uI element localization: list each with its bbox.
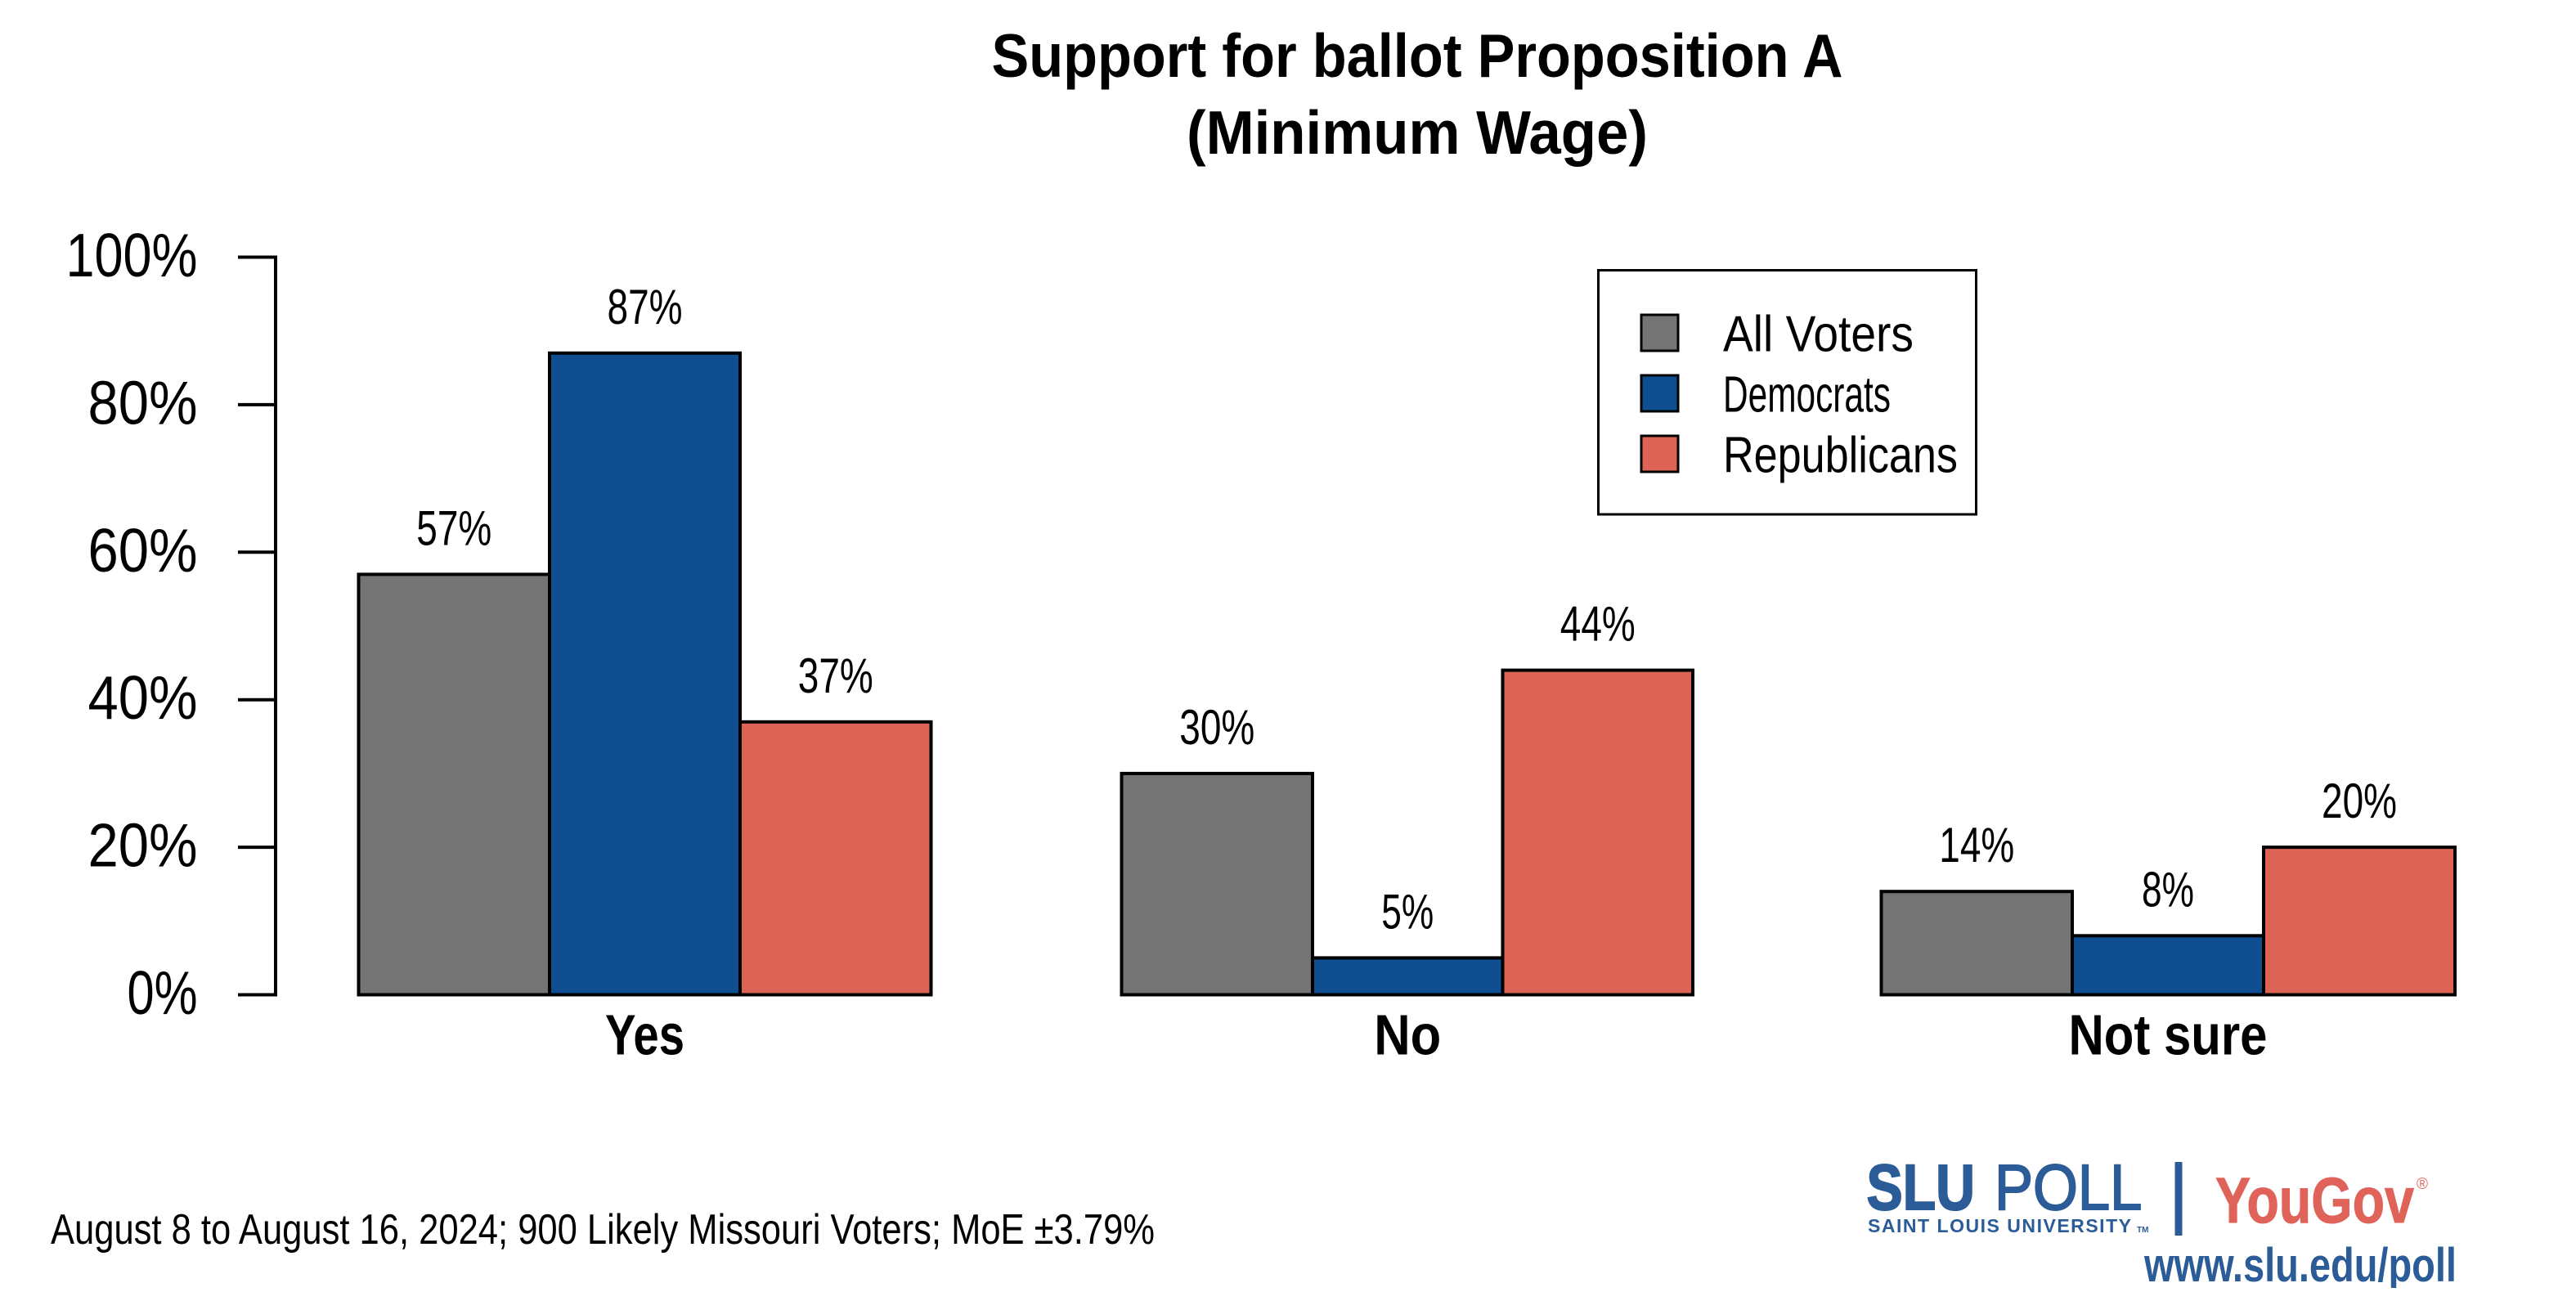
svg-text:100%: 100% xyxy=(66,221,198,289)
svg-text:YouGov: YouGov xyxy=(2215,1164,2414,1236)
svg-text:Republicans: Republicans xyxy=(1723,428,1958,484)
svg-text:8%: 8% xyxy=(2142,862,2194,917)
svg-text:No: No xyxy=(1374,1003,1441,1066)
svg-text:40%: 40% xyxy=(88,663,198,732)
svg-text:80%: 80% xyxy=(88,368,198,437)
svg-text:®: ® xyxy=(2417,1176,2428,1193)
svg-text:57%: 57% xyxy=(416,500,491,555)
svg-text:Not sure: Not sure xyxy=(2069,1003,2268,1066)
svg-text:60%: 60% xyxy=(88,516,198,585)
svg-text:www.slu.edu/poll: www.slu.edu/poll xyxy=(2143,1239,2457,1288)
svg-text:14%: 14% xyxy=(1939,818,2014,873)
svg-text:All Voters: All Voters xyxy=(1723,307,1914,363)
svg-text:44%: 44% xyxy=(1560,597,1636,652)
svg-text:TM: TM xyxy=(2137,1226,2148,1235)
svg-text:5%: 5% xyxy=(1381,884,1434,939)
svg-text:Democrats: Democrats xyxy=(1723,367,1891,424)
svg-text:Yes: Yes xyxy=(605,1003,684,1066)
svg-text:87%: 87% xyxy=(608,280,683,334)
svg-text:0%: 0% xyxy=(128,958,198,1027)
svg-text:POLL: POLL xyxy=(1995,1151,2142,1223)
svg-text:Support for ballot Proposition: Support for ballot Proposition A xyxy=(992,21,1843,90)
svg-text:20%: 20% xyxy=(88,811,198,880)
svg-text:August 8 to August 16, 2024; 9: August 8 to August 16, 2024; 900 Likely … xyxy=(51,1206,1155,1254)
svg-text:SLU: SLU xyxy=(1867,1151,1976,1223)
svg-text:30%: 30% xyxy=(1179,700,1254,755)
svg-text:20%: 20% xyxy=(2322,774,2397,828)
svg-text:37%: 37% xyxy=(798,648,873,703)
svg-text:(Minimum Wage): (Minimum Wage) xyxy=(1187,98,1648,167)
